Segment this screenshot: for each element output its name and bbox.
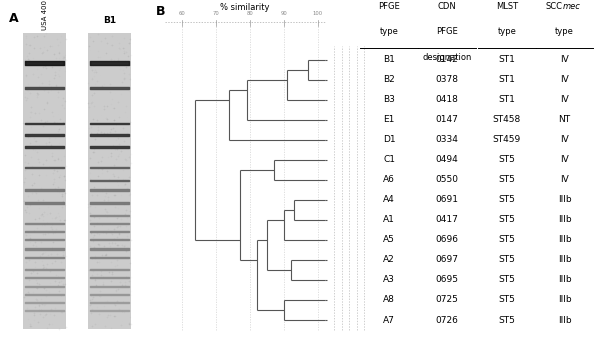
Text: ST5: ST5 [499, 195, 515, 204]
Text: ST1: ST1 [499, 55, 515, 64]
Text: ST5: ST5 [499, 275, 515, 285]
Text: A2: A2 [383, 255, 395, 264]
Text: A3: A3 [383, 275, 395, 285]
Text: ST5: ST5 [499, 295, 515, 304]
Text: 0550: 0550 [436, 175, 458, 184]
Text: ST458: ST458 [493, 115, 521, 124]
Text: type: type [497, 27, 516, 36]
Text: ST5: ST5 [499, 175, 515, 184]
Text: ST1: ST1 [499, 95, 515, 104]
Text: mec: mec [562, 2, 580, 11]
Text: A8: A8 [383, 295, 395, 304]
Text: USA 400: USA 400 [42, 0, 48, 30]
Text: 0695: 0695 [436, 275, 458, 285]
Text: B2: B2 [383, 75, 395, 84]
Text: A4: A4 [383, 195, 395, 204]
Text: ST459: ST459 [493, 135, 521, 144]
Text: IIIb: IIIb [557, 215, 571, 224]
Text: type: type [555, 27, 574, 36]
Text: 0725: 0725 [436, 295, 458, 304]
Text: PFGE: PFGE [378, 2, 400, 11]
Text: B1: B1 [383, 55, 395, 64]
Text: 0147: 0147 [436, 115, 458, 124]
Text: IV: IV [560, 175, 569, 184]
Text: IV: IV [560, 135, 569, 144]
Text: A7: A7 [383, 316, 395, 325]
Text: IIIb: IIIb [557, 235, 571, 245]
Text: 70: 70 [212, 11, 219, 16]
Text: NT: NT [559, 115, 571, 124]
Text: 0691: 0691 [436, 195, 458, 204]
Text: 0378: 0378 [436, 75, 458, 84]
Text: B: B [156, 5, 166, 18]
Text: 0142: 0142 [436, 55, 458, 64]
Text: IV: IV [560, 155, 569, 164]
Text: D1: D1 [383, 135, 395, 144]
Text: IV: IV [560, 55, 569, 64]
Text: 0418: 0418 [436, 95, 458, 104]
Text: type: type [380, 27, 398, 36]
Text: ST5: ST5 [499, 155, 515, 164]
Text: ST5: ST5 [499, 235, 515, 245]
Text: ST5: ST5 [499, 215, 515, 224]
Text: B3: B3 [383, 95, 395, 104]
Text: 90: 90 [281, 11, 287, 16]
Text: designation: designation [422, 53, 472, 62]
Text: C1: C1 [383, 155, 395, 164]
Text: 80: 80 [247, 11, 253, 16]
Text: IIIb: IIIb [557, 295, 571, 304]
Text: IIIb: IIIb [557, 275, 571, 285]
Bar [23, 34, 67, 329]
Text: 0726: 0726 [436, 316, 458, 325]
Text: 0334: 0334 [436, 135, 458, 144]
Text: 0417: 0417 [436, 215, 458, 224]
Text: 0696: 0696 [436, 235, 458, 245]
Text: A: A [9, 12, 19, 25]
Text: IIIb: IIIb [557, 195, 571, 204]
Text: A1: A1 [383, 215, 395, 224]
Text: ST1: ST1 [499, 75, 515, 84]
Text: 100: 100 [313, 11, 323, 16]
Text: A5: A5 [383, 235, 395, 245]
Text: A6: A6 [383, 175, 395, 184]
Text: 60: 60 [179, 11, 185, 16]
Text: % similarity: % similarity [220, 3, 269, 12]
Text: CDN: CDN [437, 2, 456, 11]
Text: IIIb: IIIb [557, 316, 571, 325]
Text: SCC: SCC [545, 2, 562, 11]
Text: IV: IV [560, 75, 569, 84]
Bar [88, 34, 131, 329]
Text: MLST: MLST [496, 2, 518, 11]
Text: E1: E1 [383, 115, 395, 124]
Text: ST5: ST5 [499, 316, 515, 325]
Text: IIIb: IIIb [557, 255, 571, 264]
Text: PFGE: PFGE [436, 27, 458, 36]
Text: IV: IV [560, 95, 569, 104]
Text: 0494: 0494 [436, 155, 458, 164]
Text: B1: B1 [103, 16, 116, 25]
Text: 0697: 0697 [436, 255, 458, 264]
Text: ST5: ST5 [499, 255, 515, 264]
